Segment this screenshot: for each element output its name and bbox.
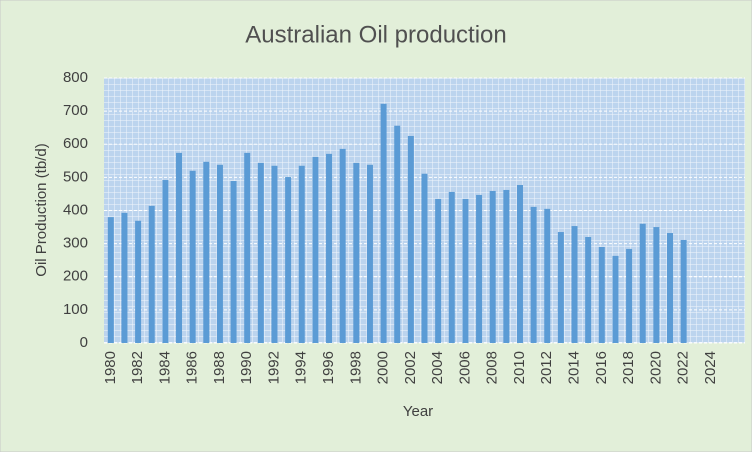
x-tick-label: 1988: [211, 351, 228, 384]
x-tick-label: 1984: [156, 351, 173, 384]
x-tick-label: 1996: [320, 351, 337, 384]
x-tick-label: 1990: [238, 351, 255, 384]
x-tick-label: 2016: [593, 351, 610, 384]
bar: [176, 152, 183, 343]
bar: [448, 191, 455, 343]
bar: [135, 220, 142, 343]
bar: [476, 194, 483, 343]
y-tick-label: 700: [63, 102, 88, 119]
x-tick-label: 2020: [647, 351, 664, 384]
bar: [516, 184, 523, 343]
y-tick-label: 200: [63, 268, 88, 285]
y-tick-label: 800: [63, 69, 88, 86]
bar: [503, 189, 510, 343]
x-tick-label: 2012: [538, 351, 555, 384]
y-tick-label: 300: [63, 235, 88, 252]
bar: [394, 125, 401, 343]
x-tick-label: 2000: [375, 351, 392, 384]
x-tick-label: 2006: [456, 351, 473, 384]
bar: [530, 206, 537, 343]
x-tick-label: 2024: [702, 351, 719, 384]
x-tick-label: 2004: [429, 351, 446, 384]
y-tick-label: 600: [63, 135, 88, 152]
bar: [366, 164, 373, 343]
bar: [312, 156, 319, 343]
bar: [435, 198, 442, 343]
x-tick-label: 1992: [265, 351, 282, 384]
bar: [557, 232, 564, 343]
bar: [244, 152, 251, 343]
x-tick-label: 1994: [293, 351, 310, 384]
x-tick-label: 2022: [675, 351, 692, 384]
bar: [230, 181, 237, 343]
bar: [489, 190, 496, 343]
chart-title: Australian Oil production: [245, 21, 506, 48]
bar: [462, 198, 469, 343]
bar: [285, 177, 292, 343]
y-tick-label: 400: [63, 201, 88, 218]
bar: [585, 237, 592, 343]
y-axis-label: Oil Production (tb/d): [33, 143, 50, 276]
bar: [380, 103, 387, 344]
bar: [407, 135, 414, 343]
y-tick-label: 100: [63, 301, 88, 318]
bar: [353, 162, 360, 343]
bar: [121, 212, 128, 343]
bar: [271, 165, 278, 343]
x-tick-label: 2014: [565, 351, 582, 384]
x-tick-label: 1986: [184, 351, 201, 384]
bar: [653, 227, 660, 343]
bar: [598, 246, 605, 343]
bar: [203, 161, 210, 343]
x-tick-label: 2008: [484, 351, 501, 384]
bar: [326, 153, 333, 343]
bar: [666, 233, 673, 343]
bar: [612, 255, 619, 343]
bar: [339, 148, 346, 343]
bar: [544, 208, 551, 343]
x-tick-label: 2002: [402, 351, 419, 384]
bar: [298, 165, 305, 343]
x-tick-label: 1982: [129, 351, 146, 384]
x-tick-label: 1980: [102, 351, 119, 384]
y-tick-label: 0: [80, 334, 88, 351]
x-tick-label: 2010: [511, 351, 528, 384]
bar: [680, 239, 687, 343]
bar: [421, 173, 428, 343]
bar: [571, 226, 578, 343]
x-axis-label: Year: [403, 403, 433, 420]
x-tick-label: 1998: [347, 351, 364, 384]
y-tick-label: 500: [63, 168, 88, 185]
bar: [189, 170, 196, 343]
bar: [162, 180, 169, 343]
bar: [148, 205, 155, 343]
x-tick-label: 2018: [620, 351, 637, 384]
bar: [639, 223, 646, 343]
bar: [257, 162, 264, 343]
bar: [107, 217, 114, 343]
bar: [626, 248, 633, 343]
bar: [216, 164, 223, 343]
